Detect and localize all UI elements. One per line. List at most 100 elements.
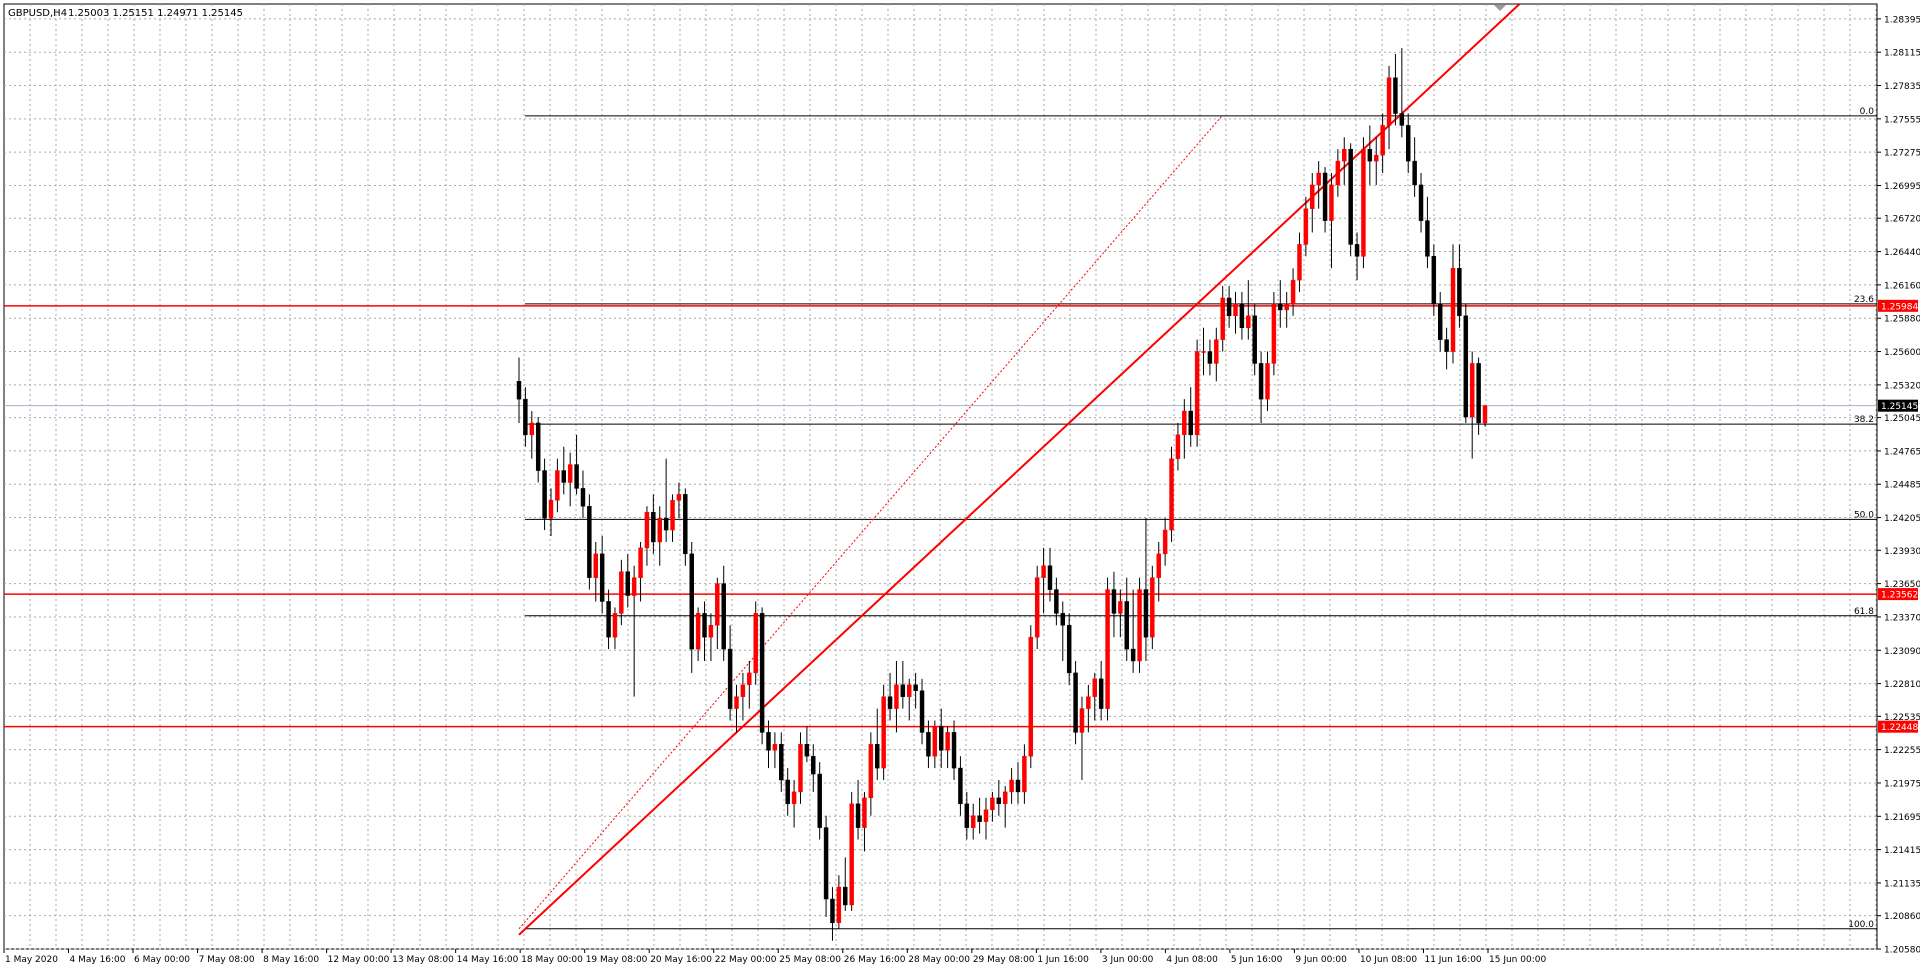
x-tick-label: 18 May 00:00 bbox=[521, 955, 583, 965]
candle-body-bullish bbox=[772, 744, 778, 751]
fib-level-label: 23.6 bbox=[1854, 295, 1874, 305]
candle-body-bearish bbox=[683, 494, 688, 555]
candle bbox=[881, 684, 886, 780]
fib-diagonal[interactable] bbox=[518, 115, 1223, 930]
candle-body-bearish bbox=[779, 744, 784, 781]
candle bbox=[1015, 762, 1021, 804]
candle bbox=[1034, 565, 1040, 650]
candle bbox=[1054, 577, 1059, 626]
candle-body-bullish bbox=[1335, 160, 1341, 186]
candle-body-bearish bbox=[1130, 648, 1136, 662]
candle bbox=[1207, 339, 1213, 376]
candle bbox=[593, 541, 599, 602]
candle bbox=[657, 506, 662, 566]
candle bbox=[913, 672, 918, 709]
candle bbox=[1265, 351, 1270, 412]
candle-body-bullish bbox=[990, 797, 995, 810]
y-tick-label: 1.26440 bbox=[1884, 248, 1920, 258]
y-tick-label: 1.25045 bbox=[1884, 414, 1920, 424]
candle-body-bearish bbox=[766, 732, 771, 751]
candle bbox=[548, 488, 554, 537]
candle-body-bearish bbox=[561, 470, 567, 483]
candle bbox=[676, 482, 682, 519]
candle bbox=[1431, 244, 1437, 316]
candle-body-bearish bbox=[919, 690, 925, 733]
x-tick-label: 5 Jun 16:00 bbox=[1231, 955, 1283, 965]
y-tick-label: 1.21135 bbox=[1884, 879, 1920, 889]
candle bbox=[580, 470, 586, 519]
candle bbox=[1175, 422, 1181, 471]
candle bbox=[1482, 405, 1488, 427]
candle-body-bullish bbox=[567, 464, 573, 483]
candle bbox=[938, 708, 944, 769]
candle-body-bullish bbox=[983, 809, 989, 822]
candle-body-bullish bbox=[1386, 77, 1392, 126]
candle bbox=[529, 411, 535, 459]
candle-body-bearish bbox=[1015, 779, 1021, 793]
candle-body-bearish bbox=[721, 583, 726, 650]
candle-body-bearish bbox=[964, 803, 970, 828]
x-tick-label: 14 May 16:00 bbox=[457, 955, 519, 965]
candle-body-bullish bbox=[1182, 410, 1187, 436]
candle-body-bullish bbox=[1028, 636, 1034, 757]
candle bbox=[1002, 785, 1008, 828]
candle-body-bullish bbox=[1271, 303, 1277, 364]
x-tick-label: 7 May 08:00 bbox=[199, 955, 255, 965]
x-tick-label: 13 May 08:00 bbox=[392, 955, 454, 965]
candle bbox=[1022, 744, 1027, 804]
candle bbox=[612, 607, 618, 650]
candle bbox=[1028, 625, 1034, 769]
y-tick-label: 1.25880 bbox=[1884, 315, 1920, 325]
candle bbox=[798, 732, 803, 804]
candle bbox=[1124, 577, 1129, 661]
y-tick-label: 1.23650 bbox=[1884, 580, 1920, 590]
candle-body-bearish bbox=[1367, 148, 1373, 162]
x-tick-label: 15 Jun 00:00 bbox=[1489, 955, 1546, 965]
trendlines[interactable] bbox=[518, 0, 1877, 936]
candle-body-bearish bbox=[1188, 410, 1193, 436]
candle bbox=[606, 589, 611, 650]
y-tick-label: 1.27835 bbox=[1884, 82, 1920, 92]
candle-body-bearish bbox=[1354, 244, 1360, 257]
candle bbox=[1009, 768, 1014, 804]
candle bbox=[715, 577, 720, 650]
candle-body-bearish bbox=[1054, 589, 1059, 614]
candle-body-bullish bbox=[676, 494, 682, 501]
candle bbox=[1252, 303, 1257, 376]
candle bbox=[651, 494, 656, 554]
candle bbox=[1380, 113, 1385, 174]
y-tick-label: 1.20580 bbox=[1884, 946, 1920, 956]
candle-body-bullish bbox=[1105, 589, 1110, 709]
candle-body-bullish bbox=[1194, 351, 1200, 436]
chart-shift-marker-icon[interactable] bbox=[1494, 5, 1506, 11]
candle bbox=[785, 768, 790, 816]
candle-body-bearish bbox=[523, 398, 528, 436]
price-badges: 1.25984 1.23562 1.22448 1.25145 bbox=[1878, 299, 1918, 733]
candle bbox=[1476, 357, 1481, 435]
candle bbox=[1258, 351, 1264, 423]
candle-body-bearish bbox=[1258, 363, 1264, 400]
candle-body-bullish bbox=[849, 803, 854, 906]
x-tick-label: 20 May 16:00 bbox=[650, 955, 712, 965]
fibonacci-levels[interactable]: 0.0 23.6 38.2 50.0 61.8 100.0 bbox=[4, 107, 1877, 930]
candle bbox=[561, 446, 567, 495]
candle-body-bullish bbox=[862, 797, 867, 828]
candle-body-bullish bbox=[1041, 565, 1046, 578]
candle-body-bullish bbox=[1450, 267, 1456, 352]
candle bbox=[759, 607, 765, 745]
candle-body-bearish bbox=[996, 797, 1002, 805]
candle bbox=[638, 541, 643, 602]
candle bbox=[926, 720, 931, 769]
time-axis[interactable]: 1 May 2020 4 May 16:00 6 May 00:00 7 May 08… bbox=[3, 949, 1546, 965]
ascending-trendline[interactable] bbox=[518, 0, 1877, 936]
candle-body-bullish bbox=[1156, 553, 1161, 578]
candle-body-bearish bbox=[1399, 113, 1405, 126]
candle bbox=[1361, 137, 1366, 269]
price-axis[interactable]: 1.28395 1.28115 1.27835 1.27555 1.27275 1.269… bbox=[1877, 15, 1920, 956]
candle bbox=[1233, 292, 1238, 334]
candle bbox=[1066, 613, 1072, 685]
candle bbox=[1412, 137, 1417, 197]
candle bbox=[708, 613, 714, 661]
y-tick-label: 1.27275 bbox=[1884, 149, 1920, 159]
